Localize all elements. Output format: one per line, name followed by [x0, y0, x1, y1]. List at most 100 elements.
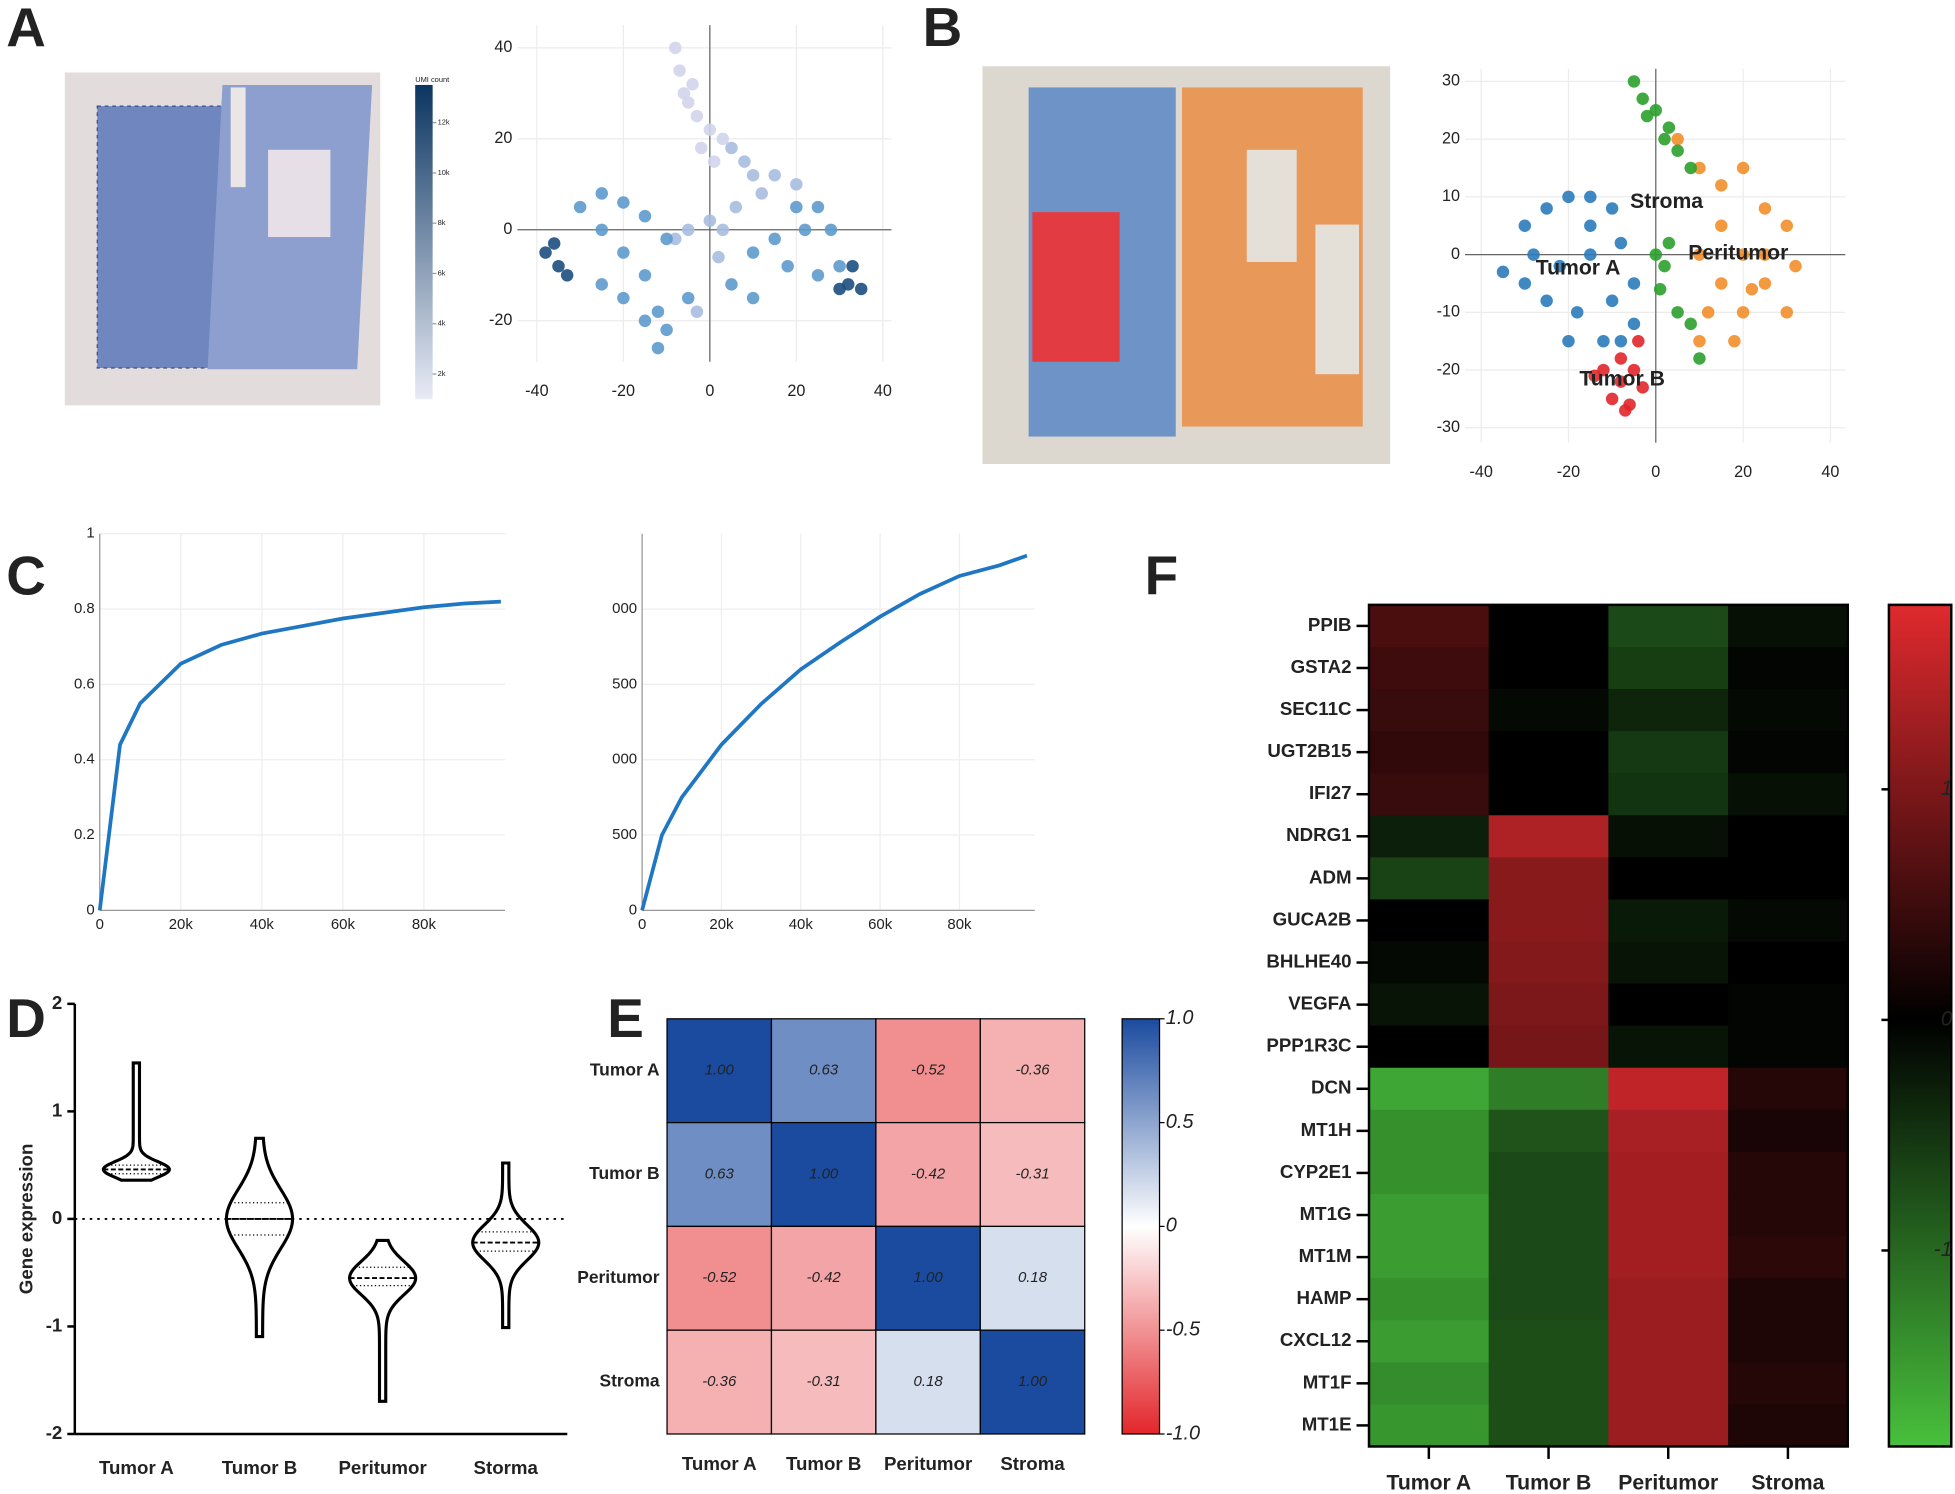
x-tick-label: -20 [612, 382, 635, 400]
point [617, 291, 630, 305]
point [703, 214, 717, 227]
row-label: VEGFA [1288, 993, 1351, 1014]
cell [1728, 773, 1849, 816]
point [1588, 369, 1601, 383]
point [1527, 248, 1540, 261]
cell [1488, 1404, 1610, 1448]
cell [1608, 815, 1729, 858]
row-label: CXCL12 [1280, 1329, 1352, 1350]
cell [1608, 899, 1729, 943]
point [1627, 363, 1641, 377]
point [1780, 306, 1794, 319]
cell [1728, 941, 1849, 985]
point [1649, 248, 1663, 261]
cell [1728, 1025, 1849, 1069]
point [660, 232, 673, 246]
cell [1608, 731, 1729, 774]
point [1540, 202, 1553, 215]
cell [1488, 1320, 1610, 1363]
value-label: 1.00 [809, 1165, 839, 1182]
point [694, 141, 708, 155]
cell [1488, 731, 1610, 774]
point [681, 223, 695, 237]
cell [1488, 1067, 1610, 1111]
point [560, 269, 574, 282]
cell [1488, 815, 1610, 858]
point [1614, 375, 1628, 388]
point [1736, 248, 1750, 261]
col-label: Tumor B [1506, 1471, 1592, 1494]
point [595, 187, 608, 200]
point [1597, 334, 1610, 348]
point [638, 209, 652, 223]
value-label: 0.18 [1018, 1269, 1048, 1286]
point [846, 259, 859, 273]
x-tick-label: 0 [1651, 463, 1660, 481]
cell [1728, 646, 1849, 690]
cell [1488, 983, 1610, 1027]
point [1627, 317, 1641, 331]
row-label: HAMP [1297, 1287, 1352, 1308]
cell [1368, 1404, 1490, 1448]
value-label: 0.18 [914, 1373, 944, 1390]
y-tick-label: 0.6 [74, 675, 95, 692]
point [1658, 259, 1671, 273]
cell [1608, 1404, 1729, 1448]
cell [1728, 1278, 1849, 1321]
row-label: MT1M [1299, 1245, 1352, 1266]
cell [1728, 1236, 1849, 1279]
point [824, 223, 838, 237]
cell [1488, 1236, 1610, 1279]
y-tick-label: -20 [489, 311, 512, 329]
cell [1368, 604, 1490, 648]
cluster-label: Peritumor [1688, 242, 1788, 265]
point [1496, 265, 1510, 279]
value-label: -0.52 [702, 1269, 737, 1286]
point [1693, 352, 1706, 365]
cell [1608, 604, 1729, 648]
x-tick-label: 40 [1821, 463, 1839, 481]
point [854, 282, 868, 296]
cell [1608, 1067, 1729, 1111]
point [1640, 109, 1654, 123]
col-label: Stroma [1751, 1471, 1824, 1494]
point [1653, 283, 1667, 296]
cell [1368, 1193, 1490, 1237]
point [1780, 219, 1794, 232]
value-label: 0.63 [809, 1062, 839, 1079]
cell [770, 1121, 877, 1228]
colorbar [415, 84, 433, 400]
colorbar-tick-label: -1.0 [1166, 1422, 1200, 1444]
point [1758, 277, 1772, 290]
row-label: NDRG1 [1286, 824, 1351, 845]
cell [1728, 815, 1849, 858]
point [1562, 334, 1575, 348]
point [595, 223, 608, 237]
point [638, 269, 652, 282]
y-tick-label: 500 [612, 826, 637, 843]
cell [1488, 899, 1610, 943]
point [790, 200, 803, 214]
point [725, 141, 738, 155]
cell [1368, 983, 1490, 1027]
y-tick-label: 0 [86, 901, 94, 918]
colorbar-tick-label: 10k [438, 168, 450, 177]
cell [1608, 941, 1729, 985]
point [681, 291, 695, 305]
value-label: -0.42 [807, 1269, 842, 1286]
point [681, 96, 695, 109]
frame [1367, 603, 1850, 1448]
point [595, 278, 608, 291]
cell [1368, 1151, 1490, 1195]
point [552, 259, 565, 273]
cell [1728, 1151, 1849, 1195]
line [640, 553, 1028, 911]
colorbar-tick-label: 12k [438, 118, 450, 127]
cell [1488, 773, 1610, 816]
cell [1488, 1025, 1610, 1069]
point [746, 168, 760, 182]
line [97, 599, 502, 911]
point [703, 123, 717, 136]
